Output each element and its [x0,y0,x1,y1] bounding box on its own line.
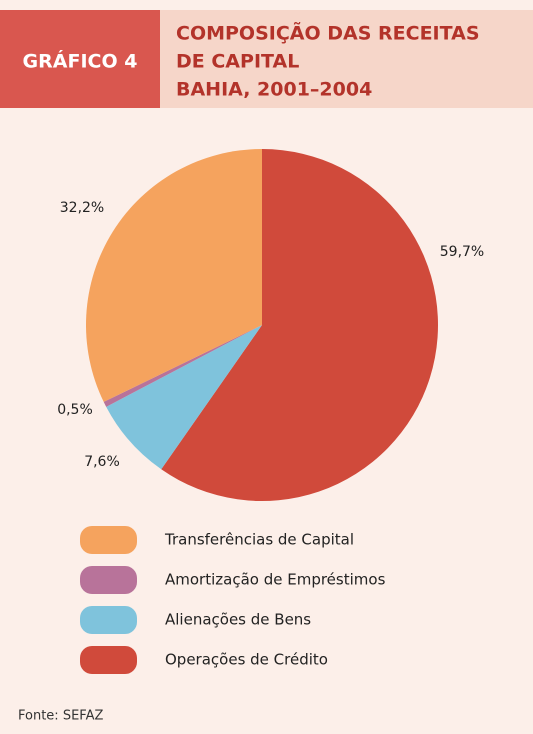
badge-label: GRÁFICO 4 [23,50,138,73]
title-box [160,10,533,108]
pie-slice [103,325,262,407]
data-label: 7,6% [84,454,120,470]
legend-label: Amortização de Empréstimos [165,571,386,589]
data-label: 32,2% [60,200,104,216]
source: Fonte: SEFAZ [18,709,103,724]
chart-title: BAHIA, 2001–2004 [176,79,372,101]
legend-swatch [80,566,137,594]
pie-slice [86,149,262,402]
pie-slice [106,325,263,470]
data-label: 59,7% [440,244,484,260]
legend-swatch [80,646,137,674]
legend-swatch [80,606,137,634]
badge-box [0,10,160,108]
legend-swatch [80,526,137,554]
chart-title: COMPOSIÇÃO DAS RECEITAS [176,21,480,45]
pie-slice [161,149,438,501]
legend-label: Alienações de Bens [165,611,311,629]
legend-label: Operações de Crédito [165,651,328,669]
data-label: 0,5% [57,402,93,418]
chart-title: DE CAPITAL [176,51,299,73]
legend-label: Transferências de Capital [164,531,354,549]
